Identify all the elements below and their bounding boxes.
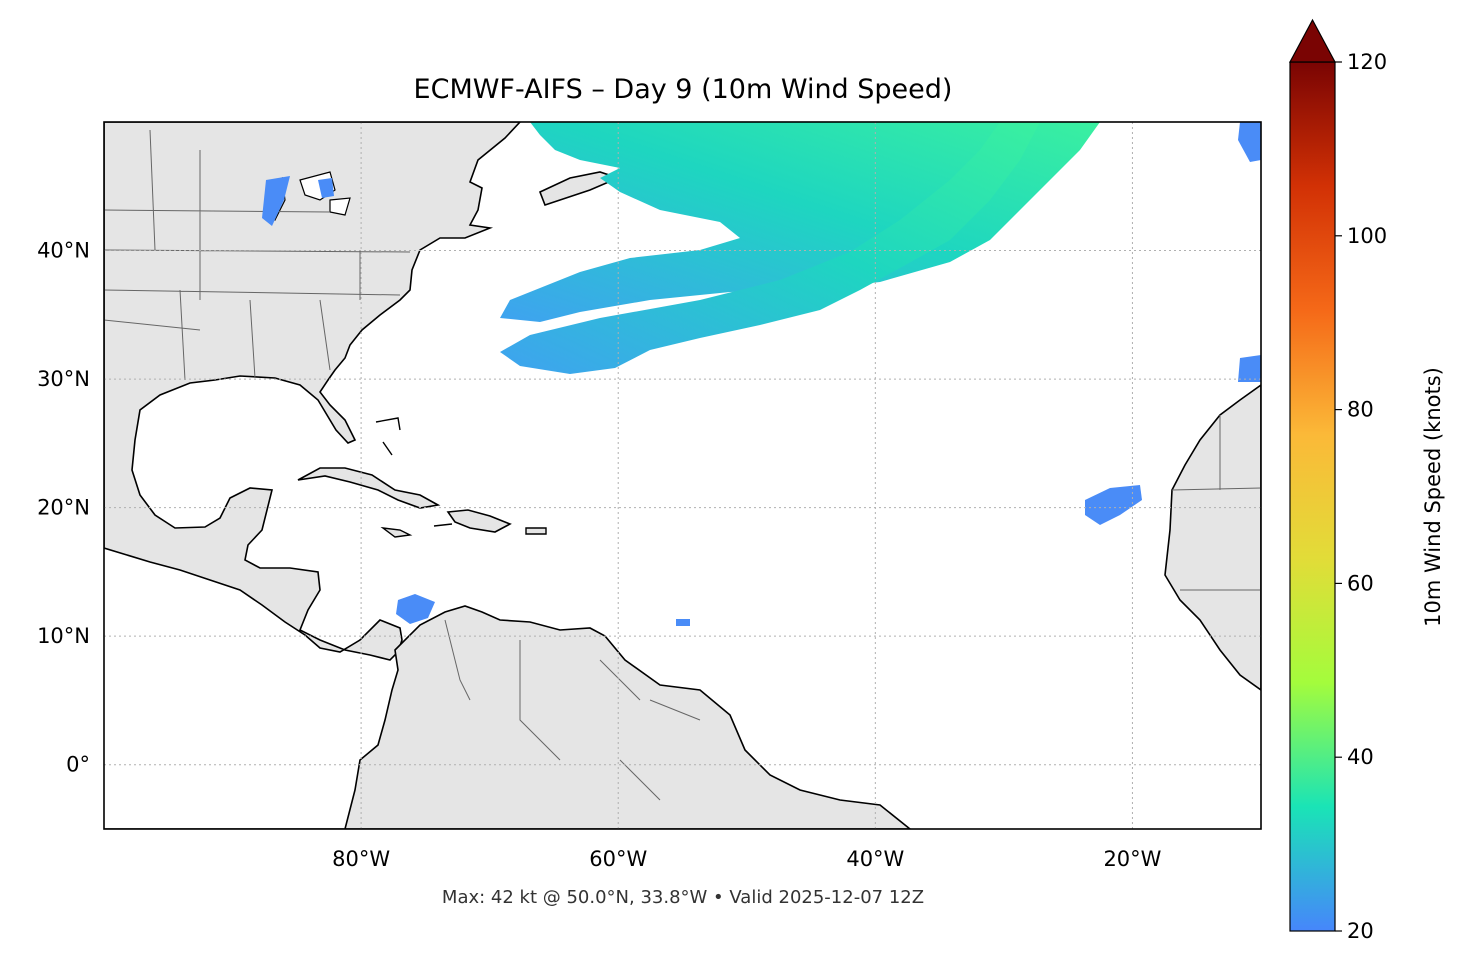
lat-tick-label: 0°: [66, 753, 90, 777]
footer-max-info: Max: 42 kt @ 50.0°N, 33.8°W • Valid 2025…: [442, 887, 924, 908]
lat-tick-label: 30°N: [37, 367, 90, 391]
map-frame: [103, 121, 1262, 830]
wind-patch-2: [1238, 355, 1261, 382]
colorbar-body: [1289, 61, 1336, 932]
lat-tick-label: 40°N: [37, 239, 90, 263]
colorbar-tick-label: 120: [1347, 50, 1387, 74]
wind-patch-4: [396, 594, 435, 624]
latitude-labels: 40°N 30°N 20°N 10°N 0°: [37, 239, 90, 777]
lon-tick-label: 80°W: [332, 847, 390, 871]
land-nova-scotia: [538, 171, 621, 207]
land-africa: [1164, 384, 1261, 691]
wind-patch-3: [1085, 485, 1142, 525]
lon-tick-label: 40°W: [846, 847, 904, 871]
land-cuba: [297, 467, 441, 509]
colorbar-extend-triangle: [1288, 18, 1337, 63]
lat-tick-label: 20°N: [37, 496, 90, 520]
land-jamaica: [380, 527, 413, 538]
colorbar-tick-label: 80: [1347, 398, 1374, 422]
colorbar-tick-label: 100: [1347, 224, 1387, 248]
lat-tick-label: 10°N: [37, 624, 90, 648]
chart-title: ECMWF-AIFS – Day 9 (10m Wind Speed): [414, 74, 953, 105]
wind-speed-field: [262, 122, 1261, 626]
lon-tick-label: 20°W: [1103, 847, 1161, 871]
land-bahamas: [375, 417, 453, 527]
colorbar-ticks: 120 100 80 60 40 20: [1335, 50, 1387, 943]
wind-patch-1: [1238, 122, 1261, 162]
wind-swath-north: [500, 122, 1100, 322]
land-hispaniola: [446, 509, 512, 533]
wind-patch-5: [262, 176, 290, 226]
colorbar-tick-label: 60: [1347, 571, 1374, 595]
colorbar-label: 10m Wind Speed (knots): [1421, 367, 1445, 627]
map-panel: [104, 122, 1261, 829]
colorbar-tick-label: 20: [1347, 919, 1374, 943]
colorbar: 120 100 80 60 40 20 10m Wind Speed (knots): [1288, 18, 1445, 943]
wind-patch-6: [318, 178, 334, 198]
lon-tick-label: 60°W: [589, 847, 647, 871]
land-north-america: [104, 122, 522, 661]
wind-patch-7: [676, 619, 690, 626]
wind-swath-south: [500, 122, 1040, 374]
land-south-america: [104, 605, 912, 829]
land-puerto-rico: [525, 527, 547, 535]
political-borders: [104, 129, 1261, 801]
longitude-labels: 80°W 60°W 40°W 20°W: [332, 847, 1162, 871]
colorbar-tick-label: 40: [1347, 745, 1374, 769]
